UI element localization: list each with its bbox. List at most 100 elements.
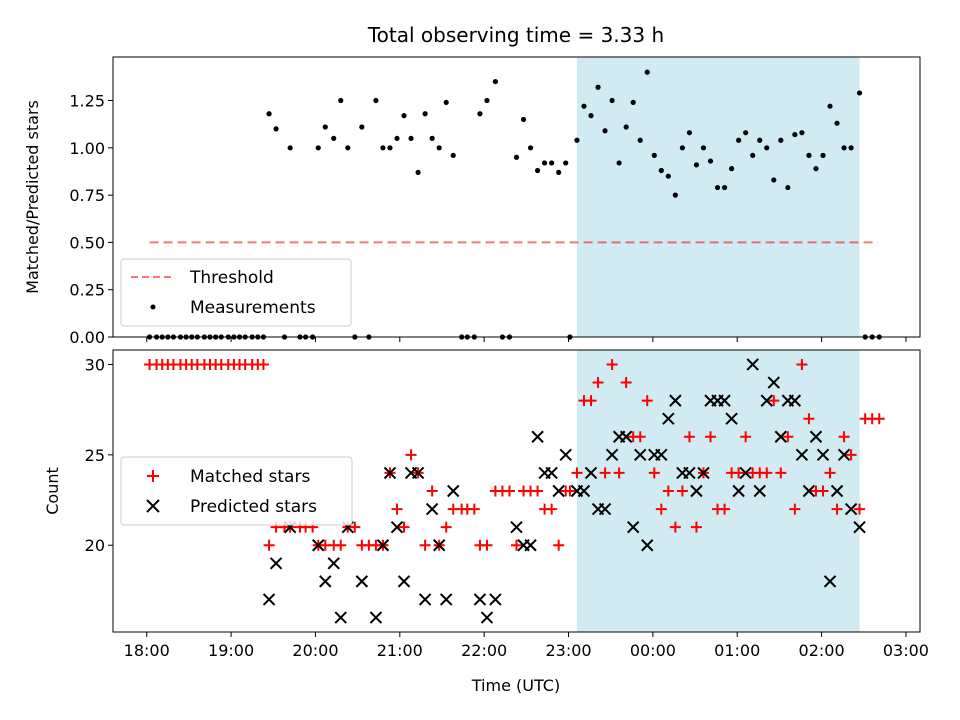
x-tick-label: 18:00 bbox=[124, 641, 170, 660]
measurement-point bbox=[542, 160, 548, 166]
predicted-star-point bbox=[439, 593, 453, 606]
predicted-star-point bbox=[788, 394, 802, 407]
predicted-star-point bbox=[376, 539, 390, 552]
measurement-point bbox=[616, 160, 622, 166]
y-tick-label: 0.25 bbox=[69, 281, 105, 300]
measurement-point bbox=[630, 99, 636, 106]
measurement-point bbox=[492, 78, 499, 85]
matched-star-point bbox=[405, 449, 417, 461]
predicted-star-point bbox=[524, 539, 537, 552]
x-tick-label: 02:00 bbox=[799, 641, 845, 660]
measurement-point bbox=[484, 97, 490, 104]
predicted-star-point bbox=[327, 557, 340, 570]
matched-star-point bbox=[398, 521, 410, 533]
predicted-star-point bbox=[844, 502, 858, 516]
measurement-point bbox=[644, 69, 650, 75]
x-tick-label: 19:00 bbox=[208, 641, 254, 660]
matched-star-point bbox=[873, 413, 885, 425]
predicted-star-point bbox=[669, 394, 682, 407]
predicted-star-point bbox=[510, 520, 523, 534]
matched-star-point bbox=[564, 485, 576, 497]
measurement-point bbox=[820, 152, 826, 158]
matched-star-point bbox=[599, 467, 611, 479]
measurement-point bbox=[415, 169, 421, 176]
measurement-point bbox=[792, 131, 798, 138]
measurement-point bbox=[813, 166, 819, 172]
predicted-star-point bbox=[425, 502, 439, 516]
predicted-star-point bbox=[760, 394, 773, 407]
predicted-star-point bbox=[802, 484, 816, 498]
x-tick-label: 01:00 bbox=[714, 641, 760, 660]
measurement-point bbox=[380, 145, 386, 151]
matched-star-point bbox=[503, 485, 515, 497]
predicted-star-point bbox=[619, 430, 633, 443]
predicted-star-point bbox=[447, 484, 460, 498]
matched-star-point bbox=[705, 431, 717, 443]
matched-star-point bbox=[634, 431, 646, 443]
matched-star-point bbox=[782, 431, 794, 443]
measurement-point bbox=[848, 145, 854, 151]
count-legend: Matched stars Predicted stars bbox=[120, 456, 353, 526]
x-tick-label: 21:00 bbox=[377, 641, 423, 660]
measurement-point bbox=[834, 120, 840, 126]
matched-star-point bbox=[733, 467, 745, 479]
y-tick-label: 20 bbox=[85, 536, 105, 555]
predicted-star-point bbox=[641, 539, 654, 552]
measurement-point bbox=[736, 137, 742, 143]
matched-star-point bbox=[511, 539, 522, 551]
matched-star-point bbox=[391, 503, 403, 515]
matched-star-point bbox=[613, 467, 625, 479]
predicted-star-point bbox=[634, 448, 647, 462]
predicted-star-point bbox=[390, 520, 404, 534]
predicted-star-point bbox=[432, 539, 446, 552]
predicted-star-point bbox=[739, 466, 752, 480]
predicted-star-point bbox=[584, 466, 598, 480]
matched-star-point bbox=[620, 377, 632, 389]
measurement-point bbox=[672, 192, 678, 198]
measurement-point bbox=[595, 84, 601, 90]
matched-star-point bbox=[257, 358, 269, 370]
measurement-point bbox=[714, 184, 721, 191]
x-axis-label: Time (UTC) bbox=[471, 676, 560, 695]
measurement-point bbox=[387, 145, 393, 151]
measurement-point bbox=[477, 111, 483, 117]
matched-legend-swatch bbox=[147, 470, 159, 482]
matched-star-point bbox=[845, 449, 857, 461]
observing-highlight-span bbox=[576, 57, 860, 337]
matched-star-point bbox=[803, 413, 815, 425]
predicted-star-point bbox=[552, 484, 565, 498]
predicted-star-point bbox=[355, 575, 369, 588]
matched-star-point bbox=[655, 503, 667, 515]
measurement-point bbox=[315, 145, 321, 151]
predicted-star-point bbox=[837, 448, 851, 462]
matched-star-point bbox=[817, 485, 829, 497]
y-tick-label: 1.00 bbox=[69, 139, 105, 158]
count-marks-layer bbox=[144, 358, 885, 624]
predicted-star-point bbox=[753, 484, 766, 498]
predicted-star-point bbox=[718, 394, 731, 407]
measurements-legend-label: Measurements bbox=[190, 298, 316, 318]
matched-star-point bbox=[676, 485, 688, 497]
measurement-point bbox=[764, 145, 770, 151]
x-tick-label: 22:00 bbox=[461, 641, 507, 660]
y-tick-label: 0.50 bbox=[69, 233, 105, 252]
predicted-star-point bbox=[655, 448, 668, 462]
measurement-point bbox=[422, 111, 428, 117]
measurement-point bbox=[623, 124, 629, 130]
measurement-point bbox=[266, 111, 272, 117]
predicted-star-point bbox=[725, 412, 738, 425]
matched-star-point bbox=[761, 467, 773, 479]
threshold-legend-label: Threshold bbox=[189, 268, 274, 288]
matched-star-point bbox=[648, 467, 660, 479]
predicted-star-point bbox=[262, 593, 276, 606]
measurement-point bbox=[602, 128, 608, 134]
matched-star-point bbox=[546, 503, 558, 515]
measurement-point bbox=[574, 137, 580, 143]
matched-star-point bbox=[683, 431, 695, 443]
matched-star-point bbox=[532, 485, 544, 497]
matched-star-point bbox=[796, 358, 808, 370]
measurement-point bbox=[729, 166, 735, 172]
predicted-star-point bbox=[489, 593, 502, 606]
count-plot: 20 25 30 18:00 19:00 20:00 21:00 22:00 23:00 00:0… bbox=[43, 349, 929, 695]
